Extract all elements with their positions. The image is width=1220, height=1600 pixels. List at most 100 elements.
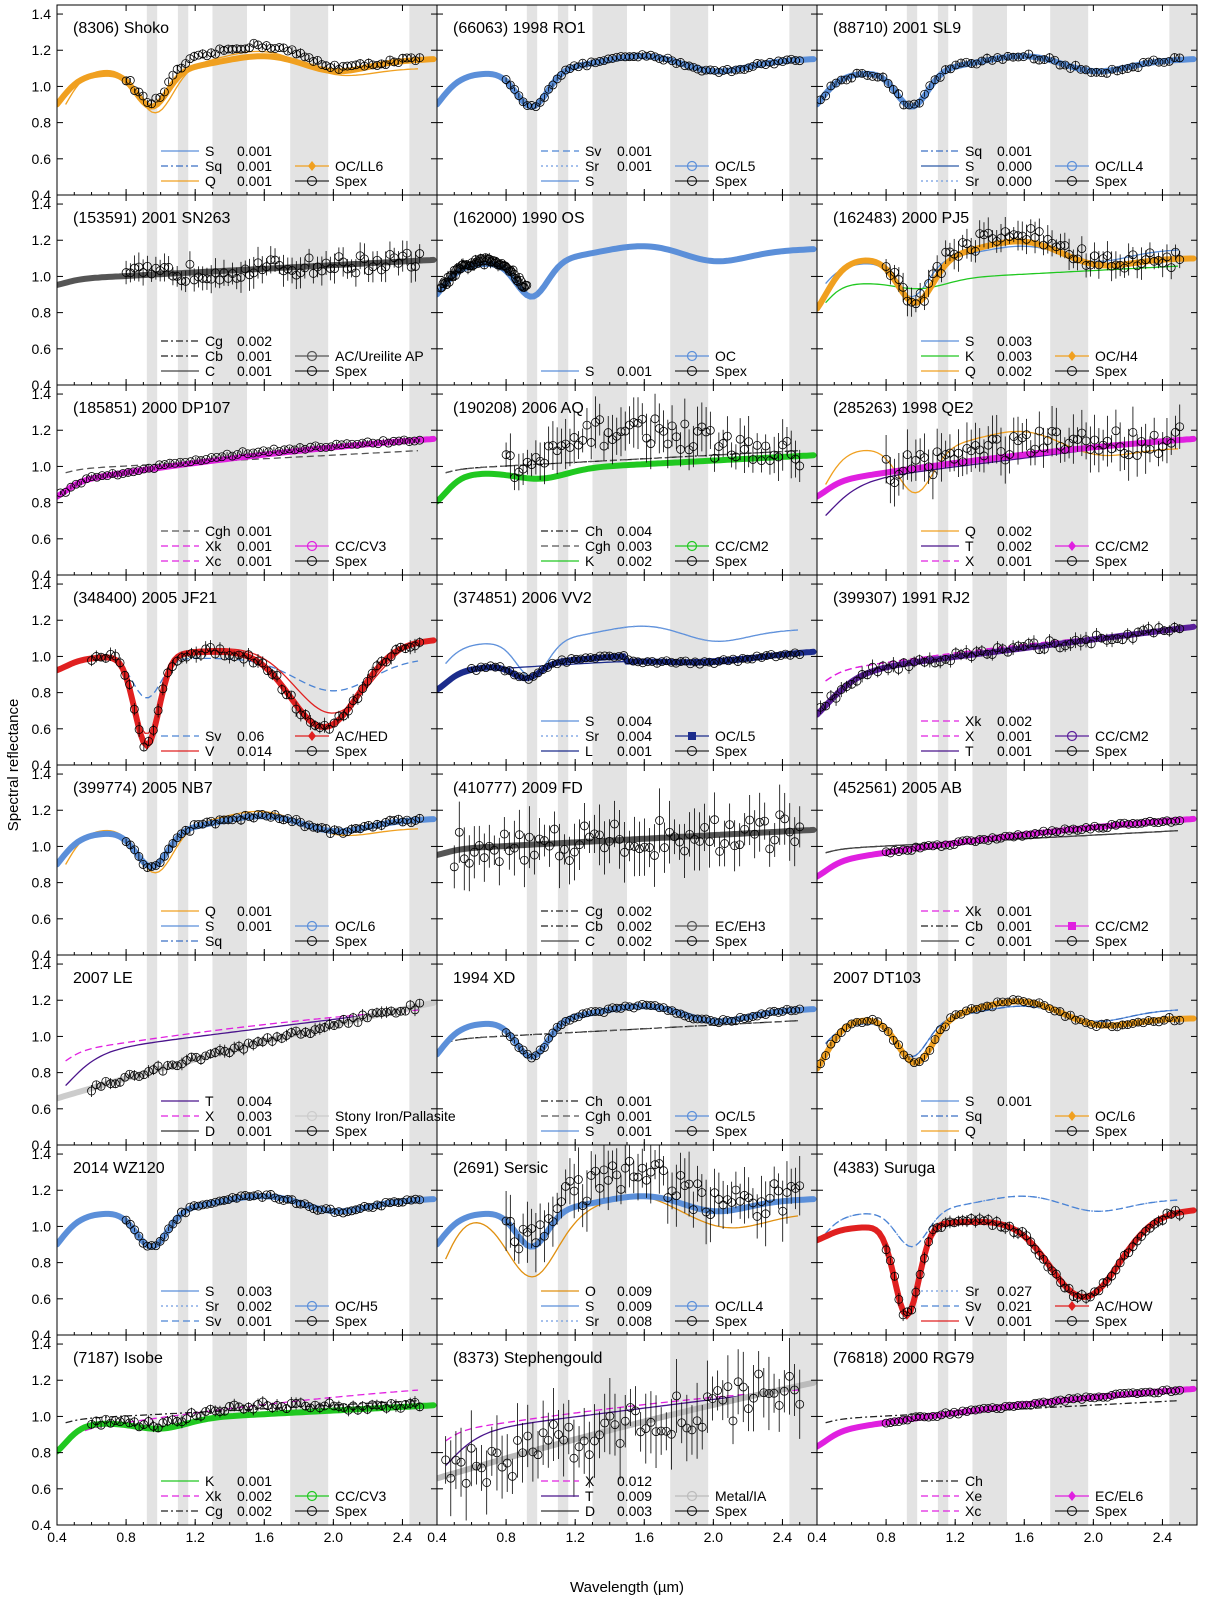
legend-score: 0.002 — [237, 333, 272, 349]
legend-score: 0.002 — [997, 538, 1032, 554]
y-tick-label: 0.8 — [32, 115, 52, 131]
legend-spex-label: Spex — [1095, 933, 1127, 949]
legend-score: 0.003 — [997, 333, 1032, 349]
telluric-band — [1169, 5, 1197, 195]
legend-label: V — [205, 743, 215, 759]
legend-label: T — [205, 1093, 214, 1109]
legend-spex-label: Spex — [715, 1503, 747, 1519]
legend-meteorite-label: CC/CM2 — [1095, 538, 1149, 554]
legend-score: 0.009 — [617, 1488, 652, 1504]
telluric-band — [789, 385, 817, 575]
legend-label: Sq — [965, 143, 982, 159]
y-tick-label: 0.6 — [32, 531, 52, 547]
legend-label: Sv — [205, 728, 221, 744]
y-tick-label: 1.4 — [32, 1336, 52, 1352]
legend-score: 0.004 — [617, 523, 652, 539]
y-tick-label: 1.4 — [32, 6, 52, 22]
y-tick-label: 0.6 — [32, 1291, 52, 1307]
y-tick-label: 1.4 — [32, 956, 52, 972]
y-tick-label: 0.8 — [32, 1445, 52, 1461]
legend-score: 0.001 — [617, 743, 652, 759]
legend-label: Xk — [205, 1488, 222, 1504]
legend-spex-label: Spex — [715, 1313, 747, 1329]
legend-label: Ch — [585, 523, 603, 539]
legend-meteorite-label: OC/LL4 — [715, 1298, 763, 1314]
legend-score: 0.009 — [617, 1298, 652, 1314]
legend-score: 0.001 — [997, 1093, 1032, 1109]
legend-score: 0.009 — [617, 1283, 652, 1299]
x-axis-label: Wavelength (µm) — [570, 1579, 684, 1595]
legend-meteorite-label: OC/LL6 — [335, 158, 383, 174]
x-tick-label: 2.4 — [393, 1529, 413, 1545]
legend-label: Q — [965, 523, 976, 539]
legend-label: S — [585, 713, 594, 729]
y-tick-label: 0.6 — [32, 1481, 52, 1497]
legend-spex-label: Spex — [715, 933, 747, 949]
legend-meteorite-label: EC/EH3 — [715, 918, 766, 934]
y-tick-label: 1.0 — [32, 1408, 52, 1424]
legend-meteorite-label: OC/L6 — [335, 918, 376, 934]
legend-spex-label: Spex — [335, 1313, 367, 1329]
y-tick-label: 1.4 — [32, 196, 52, 212]
telluric-band — [1169, 385, 1197, 575]
panel-title: (452561) 2005 AB — [833, 780, 962, 797]
panel-title: (4383) Suruga — [833, 1160, 935, 1177]
legend-label: C — [585, 933, 595, 949]
panel-title: (190208) 2006 AQ — [453, 400, 584, 417]
legend-label: Xc — [205, 553, 221, 569]
telluric-band — [789, 1335, 817, 1525]
legend-label: Q — [965, 363, 976, 379]
y-tick-label: 1.2 — [32, 232, 52, 248]
legend-spex-label: Spex — [715, 173, 747, 189]
legend-score: 0.001 — [237, 903, 272, 919]
legend-meteorite-label: OC/L5 — [715, 728, 756, 744]
panel-title: (410777) 2009 FD — [453, 780, 583, 797]
legend-score: 0.002 — [617, 933, 652, 949]
legend-spex-label: Spex — [1095, 553, 1127, 569]
legend-score: 0.002 — [617, 918, 652, 934]
legend-score: 0.000 — [997, 158, 1032, 174]
telluric-band — [789, 195, 817, 385]
legend-meteorite-label: OC/L6 — [1095, 1108, 1136, 1124]
legend-label: V — [965, 1313, 975, 1329]
legend-label: C — [205, 363, 215, 379]
legend-score: 0.001 — [237, 1473, 272, 1489]
telluric-band — [789, 5, 817, 195]
telluric-band — [409, 575, 437, 765]
x-tick-label: 1.6 — [255, 1529, 275, 1545]
legend-label: Q — [205, 173, 216, 189]
legend-label: Sr — [205, 1298, 219, 1314]
panel-title: 2014 WZ120 — [73, 1160, 165, 1177]
telluric-band — [409, 765, 437, 955]
y-tick-label: 1.0 — [32, 1028, 52, 1044]
legend-score: 0.021 — [997, 1298, 1032, 1314]
legend-label: Sr — [965, 1283, 979, 1299]
legend-score: 0.001 — [237, 1313, 272, 1329]
y-tick-label: 1.4 — [32, 386, 52, 402]
panel-title: (8306) Shoko — [73, 20, 169, 37]
y-tick-label: 1.2 — [32, 422, 52, 438]
x-tick-label: 1.2 — [185, 1529, 205, 1545]
legend-label: S — [585, 1298, 594, 1314]
legend-score: 0.06 — [237, 728, 264, 744]
telluric-band — [789, 765, 817, 955]
telluric-band — [789, 575, 817, 765]
y-tick-label: 1.0 — [32, 648, 52, 664]
telluric-band — [789, 1145, 817, 1335]
y-tick-label: 1.0 — [32, 458, 52, 474]
legend-meteorite-label: CC/CM2 — [715, 538, 769, 554]
legend-score: 0.012 — [617, 1473, 652, 1489]
legend-label: T — [965, 743, 974, 759]
panel-title: (348400) 2005 JF21 — [73, 590, 217, 607]
legend-score: 0.014 — [237, 743, 272, 759]
panel-title: 2007 DT103 — [833, 970, 921, 987]
legend-label: L — [585, 743, 593, 759]
y-tick-label: 0.8 — [32, 685, 52, 701]
